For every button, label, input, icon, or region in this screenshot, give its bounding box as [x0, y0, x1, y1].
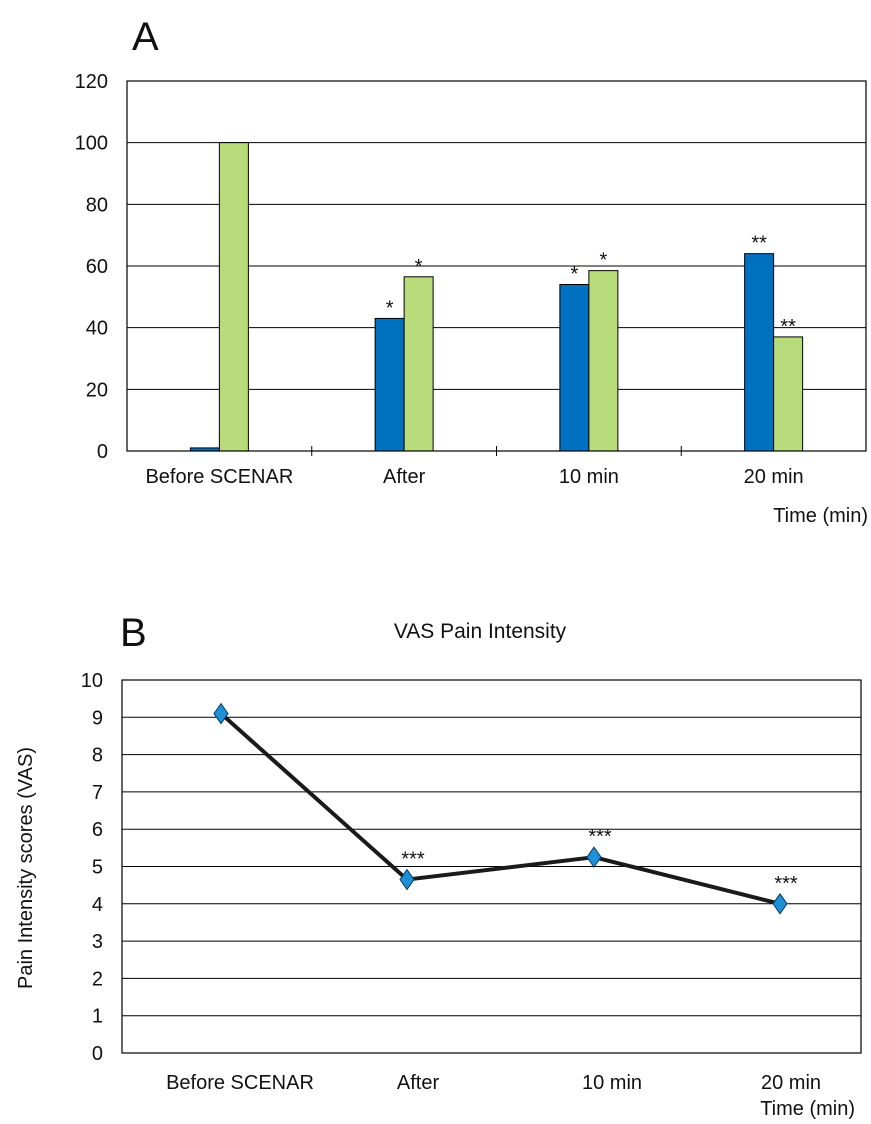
- data-point-b: [586, 846, 602, 869]
- significance-label-a: **: [780, 316, 796, 338]
- y-tick-label-b: 6: [92, 819, 103, 841]
- x-category-label-b: 20 min: [761, 1072, 821, 1094]
- bar-a: [218, 142, 249, 452]
- x-category-label-b: After: [397, 1072, 440, 1094]
- x-axis-title-b: Time (min): [760, 1098, 855, 1120]
- bar-a: [773, 336, 804, 452]
- x-tick-marks-a: [311, 446, 682, 456]
- y-tick-label-b: 9: [92, 707, 103, 729]
- data-point-b: [399, 868, 415, 891]
- x-category-label-a: After: [383, 466, 426, 488]
- y-tick-labels-b: 0 1 2 3 4 5 6 7 8 9 10: [81, 670, 103, 1065]
- series-markers-b: [213, 702, 788, 915]
- significance-labels-a: ** ******: [386, 233, 796, 338]
- y-tick-label-a: 20: [86, 379, 108, 401]
- y-tick-label-a: 80: [86, 194, 108, 216]
- gridlines-a: [127, 142, 866, 390]
- y-tick-label-b: 8: [92, 745, 103, 767]
- bar-a: [374, 317, 405, 452]
- x-category-label-a: 10 min: [559, 466, 619, 488]
- line-chart-panel-b: B VAS Pain Intensity 0 1 2 3 4 5 6 7 8 9 10 Pain I…: [15, 611, 862, 1120]
- y-tick-label-a: 40: [86, 318, 108, 340]
- significance-label-a: *: [386, 297, 394, 319]
- bar-chart-panel-a: A 0 20 40 60 80 100 120 Before SCENAR After 10 m…: [75, 15, 868, 527]
- y-axis-title-b: Pain Intensity scores (VAS): [15, 747, 37, 989]
- bars-a: [189, 142, 804, 452]
- x-category-labels-b: Before SCENAR After 10 min 20 min: [166, 1072, 821, 1094]
- x-category-label-a: Before SCENAR: [145, 466, 293, 488]
- y-tick-label-a: 60: [86, 256, 108, 278]
- series-line: [219, 712, 781, 906]
- bar-a: [403, 276, 434, 452]
- y-tick-labels-a: 0 20 40 60 80 100 120: [75, 71, 108, 463]
- significance-labels-b: *** *** ***: [401, 826, 798, 895]
- significance-label-a: **: [751, 233, 767, 255]
- x-category-label-b: Before SCENAR: [166, 1072, 314, 1094]
- significance-label-a: *: [570, 264, 578, 286]
- gridlines-b: [122, 716, 861, 1017]
- y-tick-label-b: 7: [92, 782, 103, 804]
- plot-frame-b: [121, 679, 862, 1054]
- significance-label-a: *: [415, 256, 423, 278]
- y-tick-label-b: 3: [92, 931, 103, 953]
- significance-label-b: ***: [774, 873, 798, 895]
- bar-a: [588, 270, 619, 452]
- chart-title-b: VAS Pain Intensity: [394, 620, 567, 643]
- y-tick-label-b: 5: [92, 857, 103, 879]
- y-tick-label-a: 100: [75, 133, 108, 155]
- y-tick-label-b: 0: [92, 1043, 103, 1065]
- panel-label-b: B: [120, 611, 147, 655]
- significance-label-a: *: [599, 250, 607, 272]
- x-category-label-a: 20 min: [744, 466, 804, 488]
- bar-a: [559, 284, 590, 452]
- panel-label-a: A: [132, 15, 159, 59]
- y-tick-label-b: 4: [92, 894, 103, 916]
- x-category-labels-a: Before SCENAR After 10 min 20 min: [145, 466, 803, 488]
- data-point-b: [772, 892, 788, 915]
- y-tick-label-b: 2: [92, 968, 103, 990]
- x-axis-title-a: Time (min): [773, 505, 868, 527]
- y-tick-label-a: 0: [97, 441, 108, 463]
- y-tick-label-a: 120: [75, 71, 108, 93]
- y-tick-label-b: 1: [92, 1006, 103, 1028]
- series-line-b: [219, 712, 781, 906]
- bar-a: [744, 253, 775, 452]
- y-tick-label-b: 10: [81, 670, 103, 692]
- x-category-label-b: 10 min: [582, 1072, 642, 1094]
- data-point-b: [213, 702, 229, 725]
- significance-label-b: ***: [401, 849, 425, 871]
- significance-label-b: ***: [588, 826, 612, 848]
